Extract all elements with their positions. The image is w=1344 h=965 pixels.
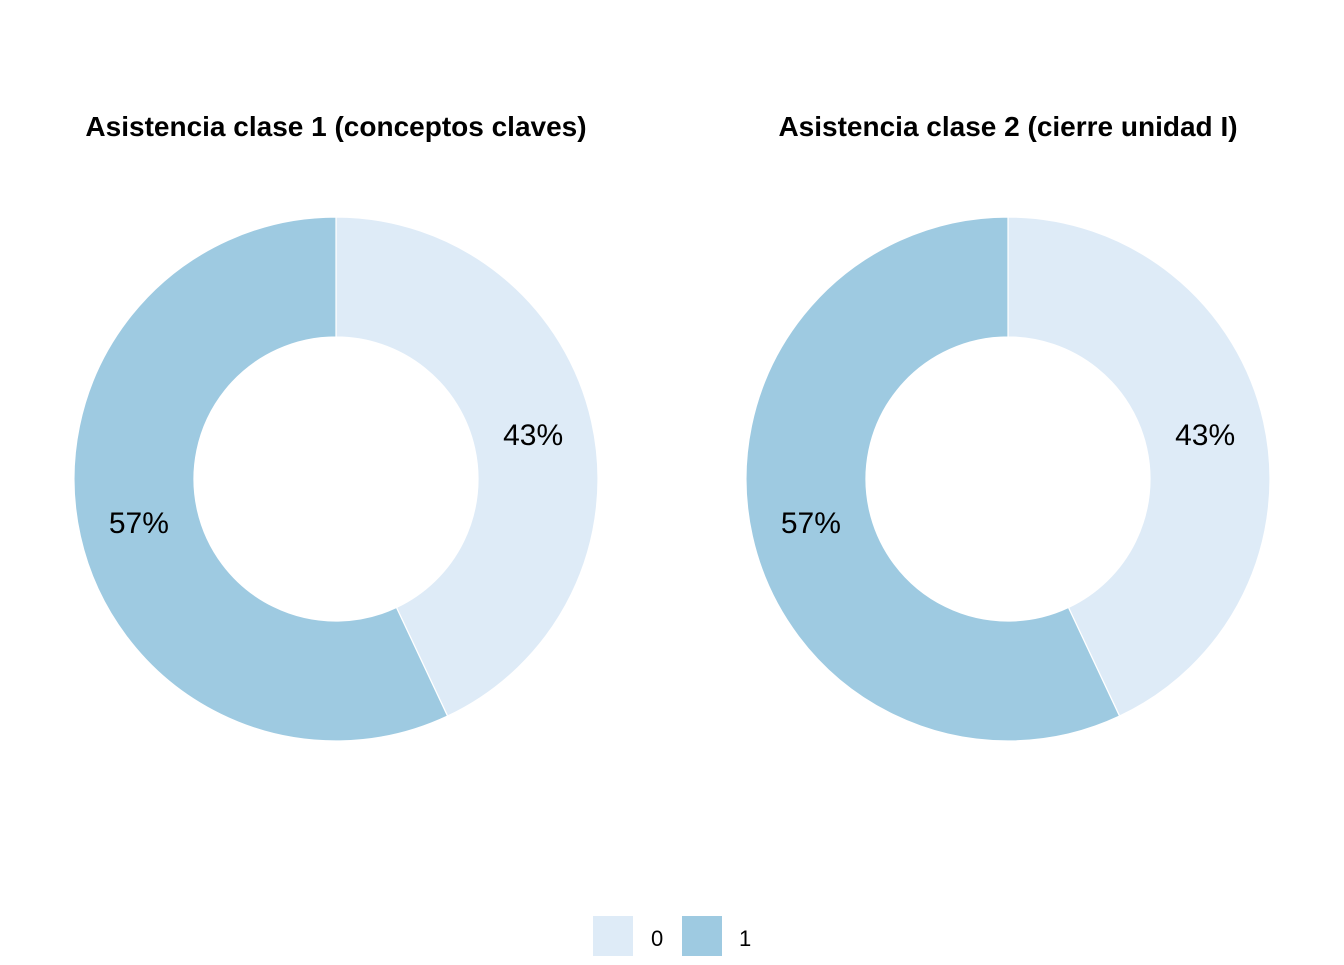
pie-slice-0 [1007, 216, 1271, 717]
legend-label-1: 1 [739, 926, 751, 951]
pie-slice-1 [73, 216, 449, 742]
slice-label-1: 57% [109, 507, 169, 540]
legend-swatch-1 [682, 916, 722, 956]
slice-label-0: 43% [1175, 419, 1235, 452]
pie-panel-1: Asistencia clase 1 (conceptos claves) 43… [73, 111, 599, 742]
legend-label-0: 0 [651, 926, 663, 951]
slices [73, 216, 599, 742]
pie-slice-1 [745, 216, 1121, 742]
legend: 0 1 [593, 916, 751, 956]
legend-swatch-0 [593, 916, 633, 956]
slice-label-1: 57% [781, 507, 841, 540]
slice-labels: 43% 57% [109, 419, 563, 540]
pie-panel-2: Asistencia clase 2 (cierre unidad I) 43%… [745, 111, 1271, 742]
pie-slice-0 [335, 216, 599, 717]
slice-label-0: 43% [503, 419, 563, 452]
slices [745, 216, 1271, 742]
slice-labels: 43% 57% [781, 419, 1235, 540]
chart-title: Asistencia clase 1 (conceptos claves) [85, 111, 586, 142]
chart-title: Asistencia clase 2 (cierre unidad I) [778, 111, 1237, 142]
